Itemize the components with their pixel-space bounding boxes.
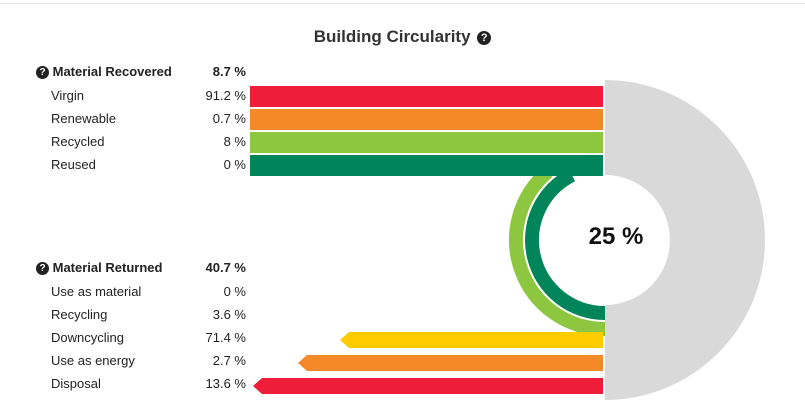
recovered-item-value: 0.7 % [212,111,246,126]
chart-title-text: Building Circularity [313,27,471,46]
returned-item-label: Use as energy [51,353,135,368]
returned-arrow [253,378,603,394]
recovered-item-value: 0 % [223,157,246,172]
top-divider [0,3,805,4]
recovered-bar [250,155,603,176]
returned-item-value: 13.6 % [205,376,246,391]
ring-center [540,175,670,305]
question-circle-icon[interactable]: ? [36,262,49,275]
returned-item-label: Use as material [51,284,142,299]
returned-total: 40.7 % [205,260,246,275]
returned-item-value: 0 % [223,284,246,299]
question-circle-icon[interactable]: ? [36,66,49,79]
returned-header: ? Material Returned [36,260,162,275]
returned-item-label: Recycling [51,307,108,322]
question-circle-icon[interactable]: ? [477,31,492,45]
recovered-header: ? Material Recovered [36,64,172,79]
recovered-item-value: 91.2 % [205,88,246,103]
recovered-item-label: Virgin [51,88,85,103]
recovered-bar [250,109,603,130]
recovered-item-label: Recycled [51,134,105,149]
returned-item-label: Disposal [51,376,101,391]
ring-arc-outer [509,166,606,336]
ring-arc-inner [525,168,606,320]
ring-background [605,80,765,400]
recovered-bar [250,132,603,153]
center-value: 25 % [588,223,644,250]
returned-item-value: 3.6 % [212,307,246,322]
recovered-bar [250,86,603,107]
returned-header-label: Material Returned [52,260,163,275]
returned-item-label: Downcycling [51,330,124,345]
returned-arrow [298,355,603,371]
returned-item-value: 71.4 % [205,330,246,345]
chart-title: Building Circularity ? [0,27,805,47]
recovered-item-label: Reused [51,157,96,172]
returned-item-value: 2.7 % [212,353,246,368]
returned-arrow [340,332,603,348]
recovered-header-label: Material Recovered [52,64,172,79]
recovered-total: 8.7 % [212,64,246,79]
recovered-item-label: Renewable [51,111,117,126]
recovered-item-value: 8 % [223,134,246,149]
